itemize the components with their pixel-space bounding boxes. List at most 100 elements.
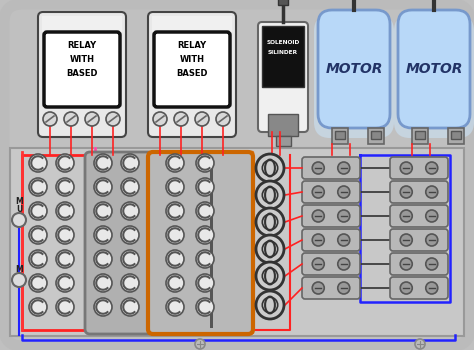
Circle shape	[166, 274, 184, 292]
Circle shape	[312, 186, 324, 198]
Bar	[332, 128, 348, 144]
FancyBboxPatch shape	[390, 277, 448, 299]
Circle shape	[94, 250, 112, 268]
Bar	[42, 16, 122, 34]
Circle shape	[196, 202, 214, 220]
Circle shape	[64, 112, 78, 126]
FancyBboxPatch shape	[38, 12, 126, 137]
Circle shape	[196, 226, 214, 244]
Circle shape	[29, 202, 47, 220]
Text: BASED: BASED	[66, 70, 98, 78]
Circle shape	[312, 282, 324, 294]
Text: WITH: WITH	[70, 56, 94, 64]
Circle shape	[174, 112, 188, 126]
Circle shape	[400, 186, 412, 198]
Circle shape	[256, 208, 284, 236]
Circle shape	[196, 274, 214, 292]
Circle shape	[256, 181, 284, 209]
Circle shape	[94, 154, 112, 172]
Circle shape	[29, 178, 47, 196]
Bar	[276, 136, 291, 146]
Circle shape	[85, 112, 99, 126]
Circle shape	[56, 202, 74, 220]
Circle shape	[195, 112, 209, 126]
Text: MOTOR: MOTOR	[405, 62, 463, 76]
Circle shape	[426, 210, 438, 222]
Text: MOTOR: MOTOR	[325, 62, 383, 76]
Text: RELAY: RELAY	[177, 42, 207, 50]
Circle shape	[312, 162, 324, 174]
FancyBboxPatch shape	[390, 205, 448, 227]
Circle shape	[43, 112, 57, 126]
Circle shape	[121, 226, 139, 244]
FancyBboxPatch shape	[390, 229, 448, 251]
Circle shape	[312, 210, 324, 222]
Circle shape	[12, 273, 26, 287]
Circle shape	[426, 162, 438, 174]
Circle shape	[29, 226, 47, 244]
Text: U: U	[16, 205, 22, 215]
Circle shape	[196, 178, 214, 196]
Circle shape	[121, 154, 139, 172]
Circle shape	[312, 258, 324, 270]
FancyBboxPatch shape	[148, 12, 236, 137]
Text: SOLENOID: SOLENOID	[266, 40, 300, 44]
FancyBboxPatch shape	[148, 152, 253, 334]
Bar	[371, 131, 381, 139]
Circle shape	[262, 297, 278, 313]
Circle shape	[94, 274, 112, 292]
Circle shape	[94, 226, 112, 244]
Circle shape	[256, 235, 284, 263]
Circle shape	[338, 282, 350, 294]
Circle shape	[196, 154, 214, 172]
FancyBboxPatch shape	[302, 181, 360, 203]
Circle shape	[121, 274, 139, 292]
Circle shape	[56, 178, 74, 196]
Circle shape	[262, 241, 278, 257]
FancyBboxPatch shape	[302, 157, 360, 179]
Bar	[210, 158, 213, 328]
FancyBboxPatch shape	[85, 152, 153, 334]
Circle shape	[12, 213, 26, 227]
Circle shape	[166, 298, 184, 316]
Text: WITH: WITH	[180, 56, 204, 64]
Bar	[10, 148, 464, 336]
Circle shape	[56, 298, 74, 316]
Circle shape	[56, 250, 74, 268]
Bar	[335, 131, 345, 139]
FancyBboxPatch shape	[302, 205, 360, 227]
Text: RELAY: RELAY	[67, 42, 97, 50]
Circle shape	[29, 298, 47, 316]
Circle shape	[195, 339, 205, 349]
Circle shape	[121, 298, 139, 316]
Text: SILINDER: SILINDER	[268, 49, 298, 55]
FancyBboxPatch shape	[44, 32, 120, 107]
Circle shape	[338, 210, 350, 222]
Circle shape	[94, 178, 112, 196]
Text: BASED: BASED	[176, 70, 208, 78]
Circle shape	[338, 258, 350, 270]
Bar	[451, 131, 461, 139]
Circle shape	[262, 214, 278, 230]
FancyBboxPatch shape	[394, 15, 474, 138]
FancyBboxPatch shape	[390, 253, 448, 275]
Circle shape	[94, 298, 112, 316]
Circle shape	[121, 250, 139, 268]
FancyBboxPatch shape	[318, 10, 390, 128]
Circle shape	[400, 162, 412, 174]
Circle shape	[415, 339, 425, 349]
Bar	[368, 128, 384, 144]
Circle shape	[166, 250, 184, 268]
Circle shape	[56, 154, 74, 172]
Text: M: M	[15, 197, 23, 206]
Bar	[278, 0, 288, 5]
Circle shape	[166, 226, 184, 244]
FancyBboxPatch shape	[398, 10, 470, 128]
Circle shape	[121, 202, 139, 220]
Circle shape	[262, 187, 278, 203]
Circle shape	[196, 298, 214, 316]
FancyBboxPatch shape	[4, 4, 470, 346]
FancyBboxPatch shape	[302, 229, 360, 251]
Circle shape	[29, 154, 47, 172]
Circle shape	[94, 202, 112, 220]
